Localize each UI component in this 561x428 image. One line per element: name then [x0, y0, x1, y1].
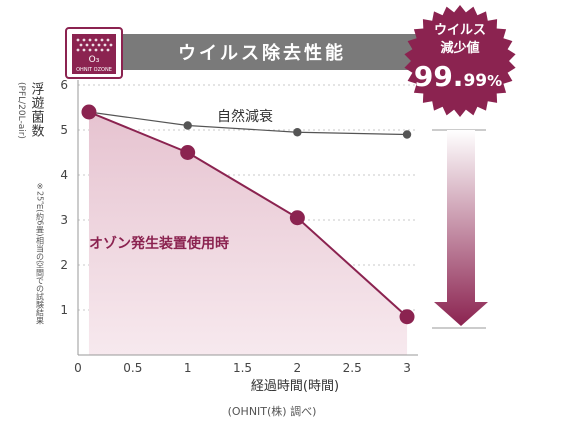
data-point-natural-1: [183, 121, 192, 130]
svg-text:(PFL/20L-air): (PFL/20L-air): [16, 82, 26, 139]
x-tick-label-4: 2: [294, 361, 302, 375]
x-tick-label-3: 1.5: [233, 361, 252, 375]
y-tick-label-5: 6: [60, 78, 68, 92]
badge-value: 99.99%: [414, 60, 502, 93]
y-tick-label-2: 3: [60, 213, 68, 227]
series-label-ozone: オゾン発生装置使用時: [89, 235, 229, 252]
header-bar: [66, 34, 464, 70]
y-tick-label-0: 1: [60, 303, 68, 317]
y-tick-label-1: 2: [60, 258, 68, 272]
ohnit-logo: O₃ OHNIT OZONE: [65, 27, 123, 79]
chart-axes: [77, 80, 418, 356]
svg-text:O₃: O₃: [89, 55, 100, 65]
series-line-ozone: [88, 111, 408, 318]
x-tick-label-5: 2.5: [343, 361, 362, 375]
series-layer: [81, 104, 415, 325]
y-axis-unit: (PFL/20L-air): [16, 82, 26, 139]
tick-labels: 0 0.5 1 1.5 2 2.5 3 1 2 3 4 5 6: [60, 78, 410, 375]
reduction-badge: ウイルス 減少値 99.99%: [404, 5, 516, 117]
decrease-arrow: [432, 129, 488, 329]
svg-text:OHNIT OZONE: OHNIT OZONE: [76, 67, 112, 73]
data-point-ozone-2: [289, 210, 305, 226]
header-title: ウイルス除去性能: [178, 42, 346, 64]
x-tick-label-2: 1: [184, 361, 192, 375]
series-line-natural: [88, 111, 408, 136]
y-axis-note: ※25㎥(約6畳)相当の空間での試験結果: [36, 182, 45, 326]
ozone-area-fill: [88, 112, 408, 355]
source-note: (OHNIT(株) 調べ): [228, 404, 317, 418]
x-tick-label-1: 0.5: [123, 361, 142, 375]
data-point-natural-2: [293, 128, 302, 137]
data-point-ozone-0: [81, 104, 97, 120]
svg-text:※25㎥(約6畳)相当の空間での試験結果: ※25㎥(約6畳)相当の空間での試験結果: [36, 182, 45, 326]
data-point-ozone-1: [180, 145, 196, 160]
y-tick-label-3: 4: [60, 168, 68, 182]
data-point-natural-3: [402, 130, 412, 139]
x-tick-label-6: 3: [403, 361, 411, 375]
series-label-natural: 自然減衰: [217, 108, 273, 125]
badge-line1: ウイルス: [434, 23, 486, 38]
x-tick-label-0: 0: [74, 361, 82, 375]
y-tick-label-4: 5: [60, 123, 68, 137]
x-axis-title: 経過時間(時間): [251, 379, 339, 394]
data-point-ozone-3: [399, 309, 415, 325]
y-axis-title: 浮遊菌数: [29, 82, 45, 138]
svg-text:浮遊菌数: 浮遊菌数: [29, 82, 45, 138]
badge-line2: 減少値: [440, 40, 479, 56]
